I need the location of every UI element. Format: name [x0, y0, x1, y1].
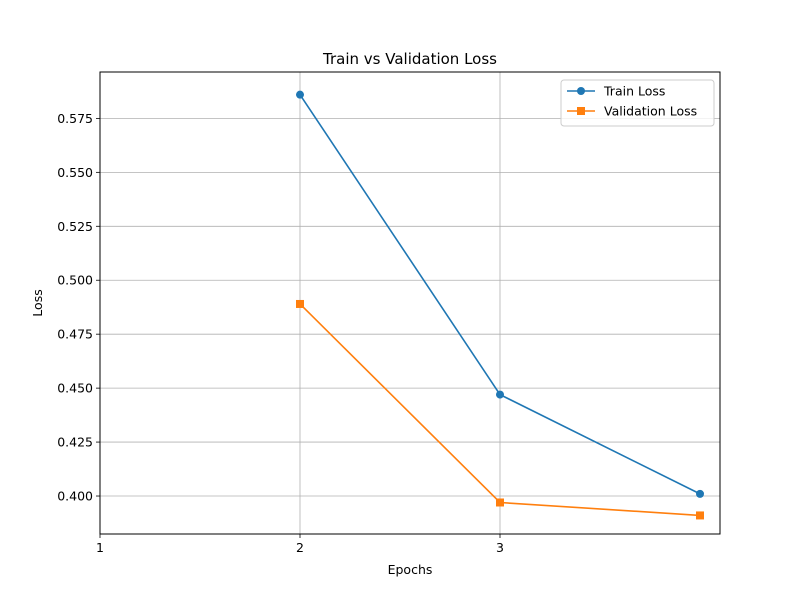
data-point-train-loss — [696, 489, 704, 498]
y-axis-label: Loss — [30, 289, 45, 316]
x-tick-label: 2 — [296, 540, 304, 555]
data-point-validation-loss — [296, 299, 304, 308]
y-tick-label: 0.475 — [57, 327, 93, 342]
legend-marker-train-loss — [577, 87, 585, 95]
legend-label-validation-loss: Validation Loss — [604, 104, 697, 119]
y-tick-label: 0.550 — [57, 165, 93, 180]
plot-frame — [99, 71, 721, 535]
y-tick-label: 0.425 — [57, 435, 93, 450]
data-point-train-loss — [296, 90, 304, 99]
y-tick-label: 0.525 — [57, 219, 93, 234]
x-axis-ticks: 1 2 3 — [96, 534, 504, 555]
y-tick-label: 0.450 — [57, 381, 93, 396]
x-tick-label: 1 — [96, 540, 104, 555]
data-point-validation-loss — [496, 498, 504, 507]
y-tick-label: 0.400 — [57, 489, 93, 504]
x-axis-label: Epochs — [388, 562, 433, 577]
legend-marker-validation-loss — [577, 107, 585, 115]
data-point-validation-loss — [696, 511, 704, 520]
legend-box — [560, 79, 715, 127]
y-tick-label: 0.575 — [57, 111, 93, 126]
series-layer — [296, 90, 704, 520]
chart-title: Train vs Validation Loss — [322, 50, 497, 68]
legend: Train Loss Validation Loss — [560, 79, 715, 127]
y-tick-label: 0.500 — [57, 273, 93, 288]
data-point-train-loss — [496, 390, 504, 399]
legend-label-train-loss: Train Loss — [603, 84, 665, 99]
y-axis-ticks: 0.400 0.425 0.450 0.475 0.500 0.525 0.550 0.575 — [57, 111, 100, 504]
x-tick-label: 3 — [496, 540, 504, 555]
